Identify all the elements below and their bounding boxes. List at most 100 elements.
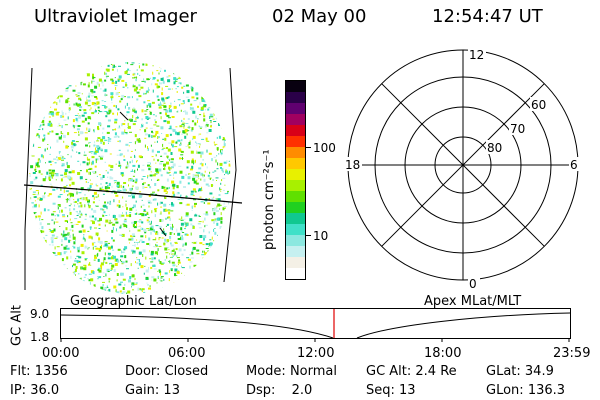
emission-pixel [186,195,188,197]
emission-pixel [102,209,105,211]
emission-pixel [41,226,44,230]
emission-pixel [226,114,230,118]
emission-pixel [173,282,176,285]
emission-pixel [202,272,205,275]
emission-pixel [151,101,155,104]
emission-pixel [184,135,187,139]
colorbar-segment [286,92,305,103]
emission-pixel [148,202,151,204]
emission-pixel [139,225,141,227]
emission-pixel [54,174,56,177]
emission-pixel [67,220,68,223]
emission-pixel [178,282,180,286]
emission-pixel [219,208,221,210]
emission-pixel [216,106,220,109]
emission-pixel [202,175,205,178]
emission-pixel [208,129,212,132]
emission-pixel [74,259,78,262]
emission-pixel [164,272,168,275]
emission-pixel [36,105,38,109]
emission-pixel [87,67,90,71]
emission-pixel [185,96,189,98]
emission-pixel [170,167,172,170]
emission-pixel [38,83,41,86]
emission-pixel [214,228,216,229]
emission-pixel [98,228,101,229]
emission-pixel [31,105,33,107]
emission-pixel [155,237,157,241]
info-mode: Mode: Normal [246,364,337,379]
emission-pixel [145,256,147,260]
emission-pixel [142,249,146,253]
emission-pixel [48,116,51,118]
emission-pixel [48,101,51,105]
emission-pixel [95,147,96,151]
colorbar-segment [286,202,305,213]
emission-pixel [52,169,55,172]
emission-pixel [222,207,225,211]
emission-pixel [124,96,126,98]
emission-pixel [108,164,111,167]
emission-pixel [56,111,60,113]
emission-pixel [42,269,46,272]
emission-pixel [87,181,89,183]
emission-pixel [139,191,142,193]
emission-pixel [198,216,201,217]
emission-pixel [87,199,90,203]
emission-pixel [168,249,170,251]
emission-pixel [60,131,62,134]
emission-pixel [79,279,81,281]
emission-pixel [151,210,153,214]
emission-pixel [109,202,112,205]
emission-pixel [105,261,108,264]
emission-pixel [227,269,230,272]
emission-pixel [137,168,138,171]
emission-pixel [98,276,102,279]
emission-pixel [51,252,55,254]
emission-pixel [127,191,129,193]
emission-pixel [161,185,164,189]
emission-pixel [87,203,90,205]
emission-pixel [140,265,144,269]
colorbar-tick [306,147,311,148]
emission-pixel [221,125,223,129]
emission-pixel [34,292,37,294]
emission-pixel [97,138,98,141]
emission-pixel [114,81,116,83]
emission-pixel [95,247,99,250]
emission-pixel [38,104,40,108]
emission-pixel [137,229,141,232]
emission-pixel [76,211,78,213]
emission-pixel [212,103,216,104]
emission-pixel [199,242,203,245]
emission-pixel [196,87,198,91]
emission-pixel [176,185,179,189]
emission-pixel [220,212,222,216]
emission-pixel [189,261,193,263]
emission-pixel [221,101,223,103]
emission-pixel [165,192,168,194]
emission-pixel [98,223,101,226]
emission-pixel [83,276,86,278]
emission-pixel [87,158,91,161]
emission-pixel [141,124,144,128]
emission-pixel [206,259,209,262]
emission-pixel [205,63,207,65]
emission-pixel [181,235,183,238]
emission-pixel [43,110,45,113]
emission-pixel [80,187,84,191]
emission-pixel [61,157,64,159]
emission-pixel [147,200,151,203]
emission-pixel [91,242,94,246]
emission-pixel [201,272,204,274]
emission-pixel [49,251,51,253]
emission-pixel [176,228,178,232]
emission-pixel [165,108,167,110]
emission-pixel [58,151,61,153]
emission-pixel [88,273,92,275]
emission-pixel [203,112,205,116]
emission-pixel [222,110,226,114]
emission-pixel [197,118,199,120]
emission-pixel [172,186,175,190]
emission-pixel [203,92,207,96]
